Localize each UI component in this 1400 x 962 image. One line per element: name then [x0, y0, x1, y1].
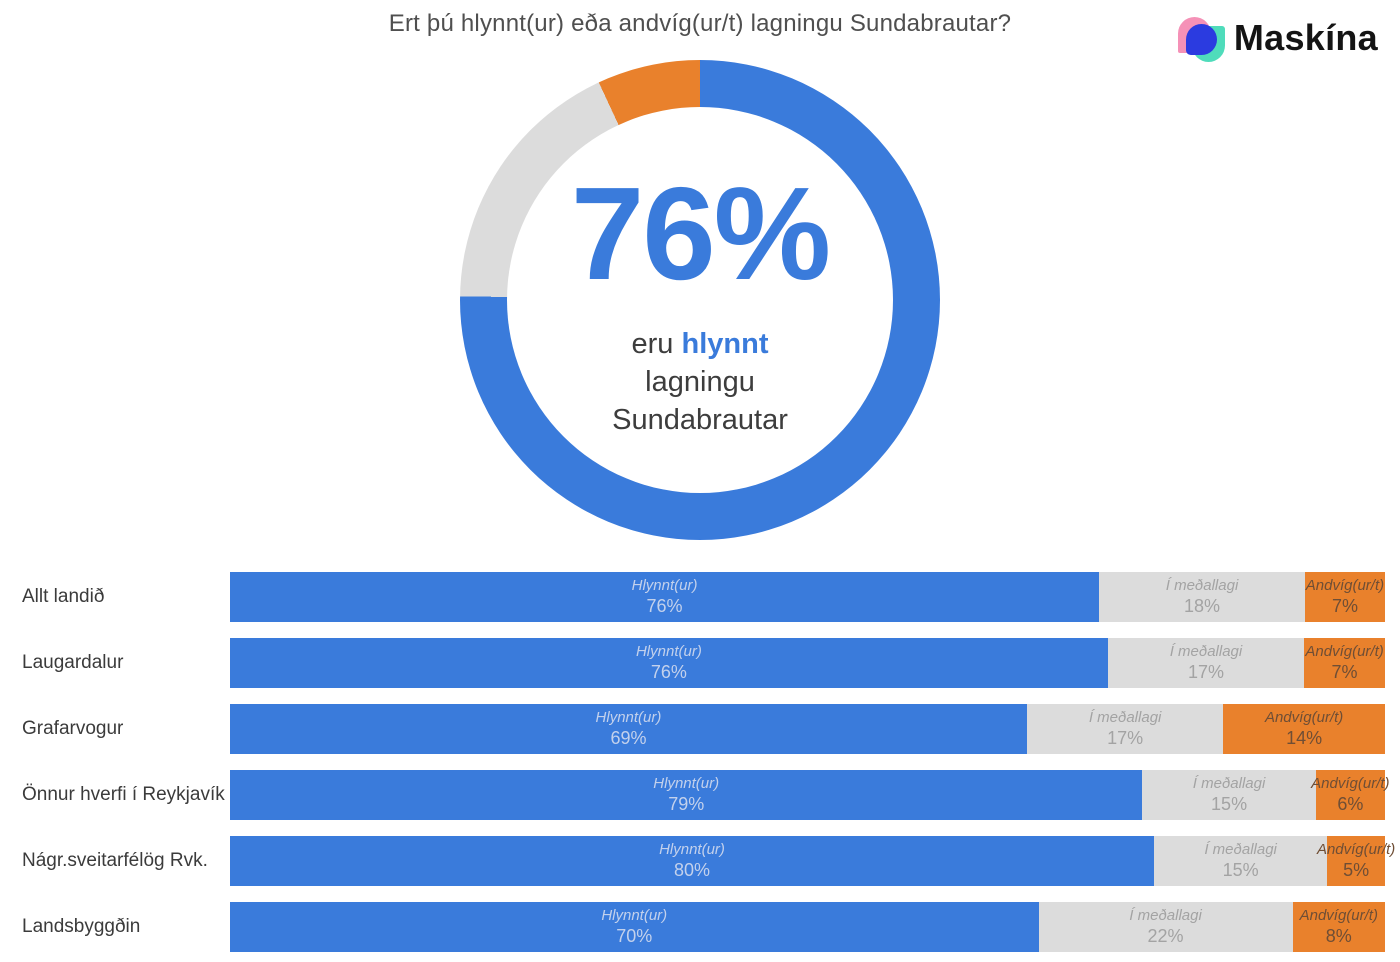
segment-series-label: Í meðallagi — [1165, 576, 1239, 594]
segment-value: 76% — [650, 661, 687, 682]
segment-value: 17% — [1107, 727, 1144, 748]
segment-value: 76% — [646, 595, 683, 616]
donut-subtext-prefix: eru — [631, 328, 682, 361]
bar-segment-hlynnt: Hlynnt(ur) 79% — [230, 770, 1143, 820]
bar-row: Nágr.sveitarfélög Rvk. Hlynnt(ur) 80% Í með… — [0, 836, 1400, 886]
bar-segment-medallagi: Í meðallagi 18% — [1099, 572, 1305, 622]
bar-row: Allt landið Hlynnt(ur) 76% Í meðallagi 18% An… — [0, 572, 1400, 622]
segment-series-label: Í meðallagi — [1204, 840, 1277, 858]
donut-center-text: 76% eru hlynnt lagningu Sundabrautar — [507, 107, 893, 493]
bar-row-label: Landsbyggðin — [22, 916, 141, 938]
bar-segment-medallagi: Í meðallagi 15% — [1154, 836, 1328, 886]
bar-row-label: Allt landið — [22, 586, 105, 608]
segment-series-label: Hlynnt(ur) — [635, 642, 702, 660]
chart-title: Ert þú hlynnt(ur) eða andvíg(ur/t) lagni… — [388, 10, 1012, 37]
stacked-bar: Hlynnt(ur) 76% Í meðallagi 18% Andvíg(ur/t) 7… — [230, 572, 1385, 622]
bar-row: Grafarvogur Hlynnt(ur) 69% Í meðallagi 17% An… — [0, 704, 1400, 754]
bar-segment-medallagi: Í meðallagi 22% — [1038, 902, 1293, 952]
segment-value: 22% — [1147, 925, 1184, 946]
segment-series-label: Hlynnt(ur) — [595, 708, 662, 726]
bar-segment-andvig: Andvíg(ur/t) 7% — [1304, 638, 1385, 688]
bar-row: Laugardalur Hlynnt(ur) 76% Í meðallagi 17% An… — [0, 638, 1400, 688]
segment-value: 7% — [1331, 661, 1358, 682]
bar-row-label: Önnur hverfi í Reykjavík — [22, 784, 225, 806]
bar-segment-andvig: Andvíg(ur/t) 5% — [1317, 836, 1395, 886]
bar-segment-andvig: Andvíg(ur/t) 7% — [1304, 572, 1385, 622]
stacked-bar: Hlynnt(ur) 79% Í meðallagi 15% Andvíg(ur/t) 6… — [230, 770, 1390, 820]
bar-segment-medallagi: Í meðallagi 15% — [1142, 770, 1316, 820]
bar-segment-medallagi: Í meðallagi 17% — [1107, 638, 1305, 688]
donut-subtext: eru hlynnt lagningu Sundabrautar — [612, 326, 788, 439]
segment-series-label: Hlynnt(ur) — [601, 906, 668, 924]
donut-chart: 76% eru hlynnt lagningu Sundabrautar — [460, 60, 940, 540]
bar-row: Önnur hverfi í Reykjavík Hlynnt(ur) 79% Í m… — [0, 770, 1400, 820]
segment-value: 17% — [1187, 661, 1224, 682]
donut-subtext-line2: lagningu — [645, 366, 755, 399]
segment-value: 7% — [1331, 595, 1358, 616]
segment-value: 14% — [1286, 727, 1323, 748]
stacked-bar: Hlynnt(ur) 76% Í meðallagi 17% Andvíg(ur/t) 7… — [230, 638, 1385, 688]
segment-series-label: Í meðallagi — [1169, 642, 1243, 660]
donut-subtext-line3: Sundabrautar — [612, 403, 788, 436]
segment-series-label: Í meðallagi — [1088, 708, 1162, 726]
segment-series-label: Andvíg(ur/t) — [1311, 774, 1390, 792]
maskina-logo-icon — [1177, 12, 1225, 64]
bar-segment-andvig: Andvíg(ur/t) 6% — [1311, 770, 1390, 820]
bar-segment-andvig: Andvíg(ur/t) 8% — [1292, 902, 1385, 952]
segment-series-label: Andvíg(ur/t) — [1305, 642, 1384, 660]
segment-value: 79% — [668, 793, 705, 814]
stacked-bar-chart: Allt landið Hlynnt(ur) 76% Í meðallagi 18% An… — [0, 572, 1400, 962]
maskina-logo: Maskína — [1177, 12, 1378, 64]
bar-segment-hlynnt: Hlynnt(ur) 80% — [230, 836, 1154, 886]
segment-series-label: Í meðallagi — [1192, 774, 1266, 792]
donut-headline-value: 76% — [570, 160, 831, 308]
segment-value: 6% — [1337, 793, 1364, 814]
stacked-bar: Hlynnt(ur) 70% Í meðallagi 22% Andvíg(ur/t) 8… — [230, 902, 1385, 952]
donut-subtext-highlight: hlynnt — [681, 328, 769, 361]
bar-segment-hlynnt: Hlynnt(ur) 76% — [230, 638, 1108, 688]
segment-value: 18% — [1183, 595, 1221, 616]
bar-segment-hlynnt: Hlynnt(ur) 70% — [230, 902, 1039, 952]
segment-series-label: Andvíg(ur/t) — [1264, 708, 1344, 726]
segment-series-label: Andvíg(ur/t) — [1316, 840, 1396, 858]
bar-segment-andvig: Andvíg(ur/t) 14% — [1223, 704, 1385, 754]
segment-series-label: Í meðallagi — [1129, 906, 1202, 924]
stacked-bar: Hlynnt(ur) 80% Í meðallagi 15% Andvíg(ur/t) 5… — [230, 836, 1395, 886]
bar-row: Landsbyggðin Hlynnt(ur) 70% Í meðallagi 22% A… — [0, 902, 1400, 952]
segment-value: 15% — [1222, 859, 1259, 880]
bar-segment-hlynnt: Hlynnt(ur) 76% — [230, 572, 1100, 622]
donut-hole — [507, 107, 893, 493]
segment-series-label: Andvíg(ur/t) — [1305, 576, 1385, 594]
bar-row-label: Nágr.sveitarfélög Rvk. — [22, 850, 208, 872]
segment-series-label: Hlynnt(ur) — [631, 576, 698, 594]
segment-series-label: Andvíg(ur/t) — [1299, 906, 1378, 924]
logo-blue-dot — [1185, 24, 1217, 55]
bar-segment-medallagi: Í meðallagi 17% — [1026, 704, 1224, 754]
bar-segment-hlynnt: Hlynnt(ur) 69% — [230, 704, 1027, 754]
segment-series-label: Hlynnt(ur) — [653, 774, 720, 792]
segment-value: 69% — [610, 727, 647, 748]
segment-value: 5% — [1343, 859, 1370, 880]
stacked-bar: Hlynnt(ur) 69% Í meðallagi 17% Andvíg(ur/t) 1… — [230, 704, 1385, 754]
segment-series-label: Hlynnt(ur) — [659, 840, 725, 858]
segment-value: 8% — [1325, 925, 1352, 946]
logo-wordmark: Maskína — [1233, 17, 1378, 58]
segment-value: 70% — [616, 925, 653, 946]
segment-value: 80% — [673, 859, 711, 880]
bar-row-label: Grafarvogur — [22, 718, 124, 740]
segment-value: 15% — [1211, 793, 1248, 814]
bar-row-label: Laugardalur — [22, 652, 124, 674]
